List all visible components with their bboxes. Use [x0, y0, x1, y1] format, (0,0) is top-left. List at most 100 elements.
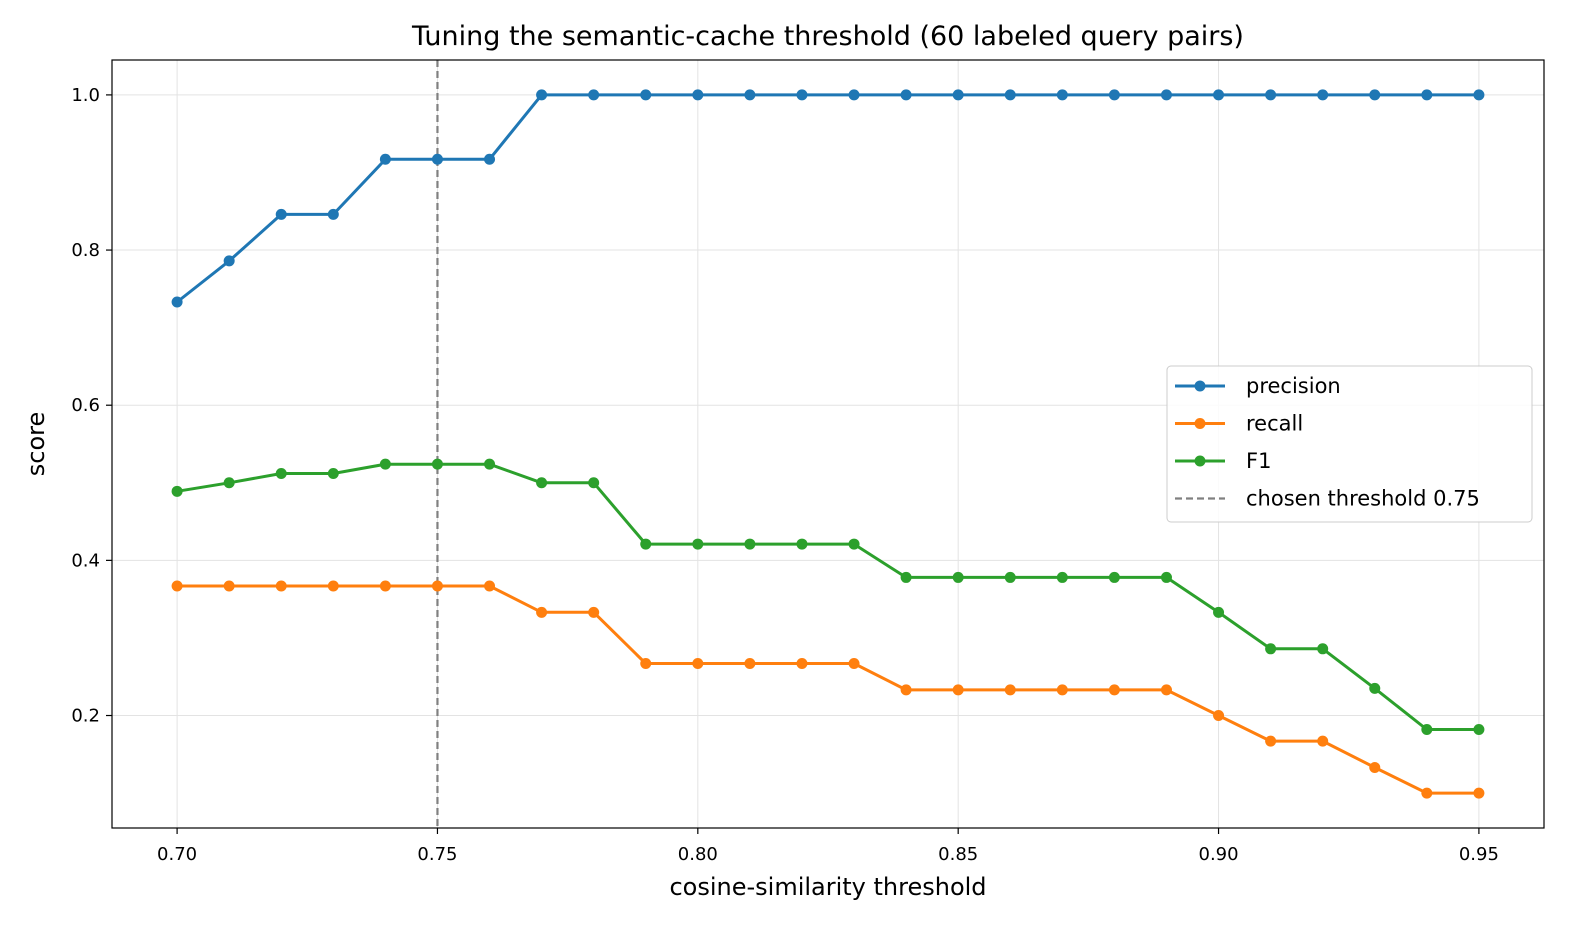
- data-point-recall: [900, 684, 912, 696]
- plot-frame: [111, 59, 1545, 829]
- legend-label-chosen-threshold: chosen threshold 0.75: [1246, 487, 1480, 511]
- data-point-f1: [796, 538, 808, 550]
- data-point-f1: [1056, 571, 1068, 583]
- series-recall: [171, 580, 1485, 799]
- data-point-recall: [692, 658, 704, 670]
- legend-marker-recall: [1194, 418, 1206, 429]
- series-line-f1: [176, 462, 1479, 731]
- data-point-precision: [1317, 89, 1329, 101]
- data-point-f1: [275, 467, 287, 479]
- data-point-recall: [1108, 684, 1120, 696]
- data-point-f1: [379, 458, 391, 470]
- data-point-recall: [952, 684, 964, 696]
- data-point-precision: [588, 89, 600, 101]
- data-point-precision: [900, 89, 912, 101]
- data-point-precision: [1004, 89, 1016, 101]
- data-point-recall: [640, 658, 652, 670]
- data-point-f1: [1265, 643, 1277, 655]
- data-point-recall: [484, 580, 496, 592]
- y-tick-label: 0.6: [71, 395, 100, 416]
- data-point-f1: [588, 477, 600, 489]
- data-point-precision: [327, 208, 339, 220]
- ticks: 0.70 0.75 0.80 0.85 0.90 0.95 0.2 0.4 0.6 0.8 1.0: [71, 85, 1499, 865]
- x-tick-label: 0.95: [1459, 844, 1499, 865]
- data-point-precision: [379, 153, 391, 165]
- data-point-f1: [1160, 571, 1172, 583]
- data-point-recall: [1056, 684, 1068, 696]
- data-point-f1: [484, 458, 496, 470]
- series-layer: [171, 89, 1485, 799]
- data-point-f1: [744, 538, 756, 550]
- data-point-precision: [536, 89, 548, 101]
- data-point-recall: [171, 580, 183, 592]
- y-tick-label: 1.0: [71, 85, 100, 106]
- data-point-f1: [952, 571, 964, 583]
- data-point-precision: [952, 89, 964, 101]
- data-point-precision: [848, 89, 860, 101]
- data-point-recall: [1369, 761, 1381, 773]
- chart-title: Tuning the semantic-cache threshold (60 …: [411, 21, 1244, 52]
- data-point-precision: [1473, 89, 1485, 101]
- series-precision: [171, 89, 1485, 308]
- data-point-recall: [1004, 684, 1016, 696]
- legend-entries: precision recall F1 chosen threshold 0.75: [1175, 374, 1480, 511]
- x-tick-label: 0.85: [938, 844, 978, 865]
- data-point-recall: [1160, 684, 1172, 696]
- legend-marker-precision: [1194, 380, 1206, 392]
- data-point-f1: [692, 538, 704, 550]
- data-point-f1: [1213, 606, 1225, 618]
- data-point-precision: [1369, 89, 1381, 101]
- data-point-precision: [1056, 89, 1068, 101]
- data-point-precision: [692, 89, 704, 101]
- data-point-precision: [1421, 89, 1433, 101]
- data-point-precision: [640, 89, 652, 101]
- data-point-recall: [223, 580, 235, 592]
- data-point-precision: [275, 208, 287, 220]
- y-tick-label: 0.4: [71, 550, 100, 571]
- data-point-recall: [431, 580, 443, 592]
- x-tick-label: 0.75: [417, 844, 457, 865]
- data-point-recall: [1265, 735, 1277, 747]
- data-point-f1: [900, 571, 912, 583]
- x-axis-label: cosine-similarity threshold: [669, 873, 986, 901]
- series-line-recall: [177, 584, 1479, 795]
- data-point-recall: [588, 606, 600, 618]
- data-point-f1: [327, 467, 339, 479]
- data-point-f1: [1004, 571, 1016, 583]
- data-point-f1: [171, 485, 183, 497]
- data-point-f1: [848, 538, 860, 550]
- data-point-f1: [223, 477, 235, 489]
- data-point-precision: [171, 296, 183, 308]
- legend: precision recall F1 chosen threshold 0.75: [1166, 365, 1533, 523]
- legend-label-f1: F1: [1246, 449, 1271, 473]
- data-point-precision: [223, 255, 235, 267]
- data-point-precision: [1265, 89, 1277, 101]
- data-point-f1: [536, 477, 548, 489]
- data-point-f1: [1473, 723, 1485, 735]
- data-point-recall: [536, 606, 548, 618]
- data-point-precision: [1160, 89, 1172, 101]
- legend-box: [1166, 365, 1533, 523]
- data-point-recall: [327, 580, 339, 592]
- data-point-precision: [744, 89, 756, 101]
- data-point-recall: [744, 658, 756, 670]
- data-point-precision: [484, 153, 496, 165]
- x-tick-label: 0.70: [157, 844, 197, 865]
- legend-marker-f1: [1194, 455, 1206, 467]
- data-point-precision: [796, 89, 808, 101]
- data-point-recall: [1473, 787, 1485, 799]
- data-point-precision: [431, 153, 443, 165]
- data-point-f1: [640, 538, 652, 550]
- data-point-recall: [1421, 787, 1433, 799]
- data-point-f1: [431, 458, 443, 470]
- data-point-f1: [1369, 682, 1381, 694]
- data-point-f1: [1421, 723, 1433, 735]
- data-point-f1: [1108, 571, 1120, 583]
- data-point-recall: [379, 580, 391, 592]
- data-point-recall: [275, 580, 287, 592]
- data-point-recall: [848, 658, 860, 670]
- data-point-f1: [1317, 643, 1329, 655]
- series-f1: [171, 458, 1485, 735]
- data-point-recall: [1213, 710, 1225, 722]
- legend-label-precision: precision: [1246, 374, 1341, 398]
